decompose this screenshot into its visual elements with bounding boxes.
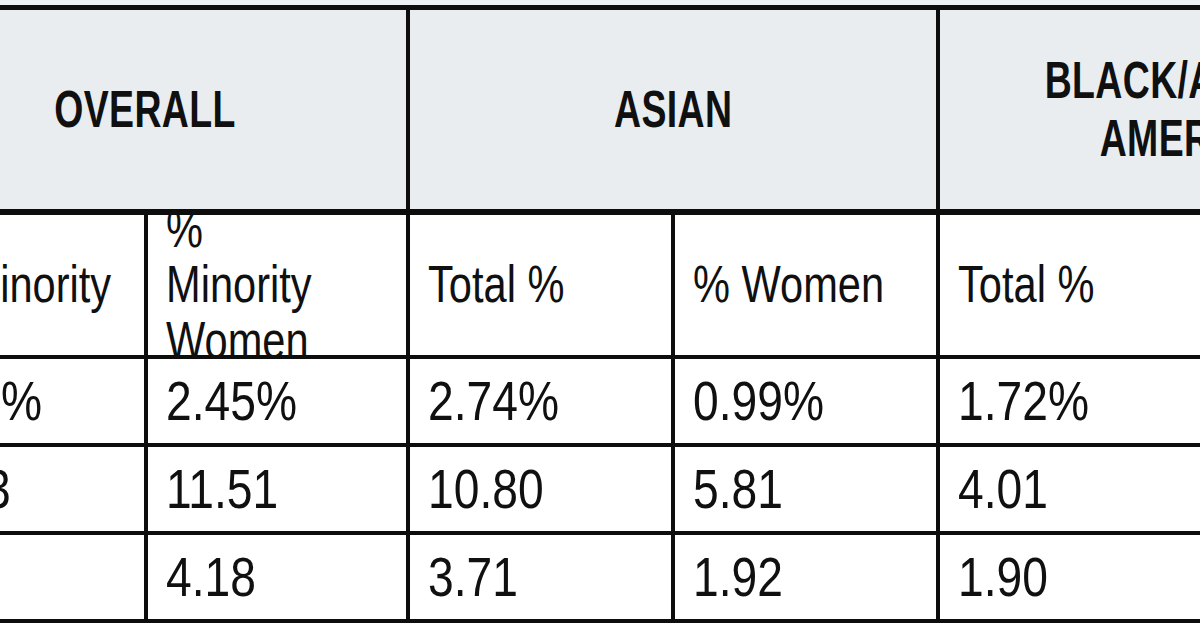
data-value: 2.45%: [166, 369, 297, 433]
col-header-pct-minority-label: % Minority: [0, 257, 111, 312]
header-group-overall: OVERALL: [0, 10, 410, 215]
data-cell-r2-black-total: 4.01: [940, 447, 1200, 535]
col-header-pct-minority: % Minority: [0, 215, 148, 359]
data-value: 4.18: [166, 545, 256, 609]
col-header-black-total-pct: Total %: [940, 215, 1200, 359]
col-header-pct-minority-women: % Minority Women: [148, 215, 410, 359]
data-value: 1.92: [693, 545, 783, 609]
col-header-black-total-pct-label: Total %: [958, 257, 1094, 312]
header-group-black-african-american-label: BLACK/AFRICAN AMERICAN: [1013, 52, 1200, 166]
data-cell-r1-asian-total: 2.74%: [410, 359, 675, 447]
data-value: %: [1, 369, 42, 433]
data-value: 0.99%: [693, 369, 824, 433]
data-value: 4.01: [958, 457, 1048, 521]
data-value: 1.72%: [958, 369, 1089, 433]
data-cell-r2-overall-minority-fragment: 3: [0, 447, 148, 535]
data-value: 2.74%: [428, 369, 559, 433]
header-group-asian-label: ASIAN: [614, 81, 732, 138]
data-value: 10.80: [428, 457, 544, 521]
data-cell-r1-asian-women: 0.99%: [675, 359, 940, 447]
data-cell-r1-overall-minority-women: 2.45%: [148, 359, 410, 447]
diversity-stats-table: OVERALL ASIAN BLACK/AFRICAN AMERICAN % M…: [0, 5, 1200, 623]
data-cell-r1-overall-minority-fragment: %: [0, 359, 148, 447]
data-value: 5.81: [693, 457, 783, 521]
data-cell-r3-black-total: 1.90: [940, 535, 1200, 623]
header-group-overall-label: OVERALL: [54, 81, 235, 138]
header-group-black-african-american: BLACK/AFRICAN AMERICAN: [940, 10, 1200, 215]
data-cell-r2-overall-minority-women: 11.51: [148, 447, 410, 535]
data-value: 11.51: [166, 457, 278, 521]
data-value: 1.90: [958, 545, 1048, 609]
col-header-asian-total-pct: Total %: [410, 215, 675, 359]
data-cell-r1-black-total: 1.72%: [940, 359, 1200, 447]
col-header-asian-pct-women: % Women: [675, 215, 940, 359]
data-cell-r3-overall-minority-women: 4.18: [148, 535, 410, 623]
data-value: 3: [0, 457, 11, 521]
data-cell-r3-overall-minority-fragment: [0, 535, 148, 623]
data-value: 3.71: [428, 545, 518, 609]
data-cell-r2-asian-total: 10.80: [410, 447, 675, 535]
data-cell-r2-asian-women: 5.81: [675, 447, 940, 535]
table-social-card: OVERALL ASIAN BLACK/AFRICAN AMERICAN % M…: [0, 0, 1200, 630]
col-header-asian-pct-women-label: % Women: [693, 257, 884, 312]
header-group-asian: ASIAN: [410, 10, 940, 215]
col-header-asian-total-pct-label: Total %: [428, 257, 564, 312]
col-header-pct-minority-women-label: % Minority Women: [166, 202, 358, 367]
data-cell-r3-asian-women: 1.92: [675, 535, 940, 623]
data-cell-r3-asian-total: 3.71: [410, 535, 675, 623]
